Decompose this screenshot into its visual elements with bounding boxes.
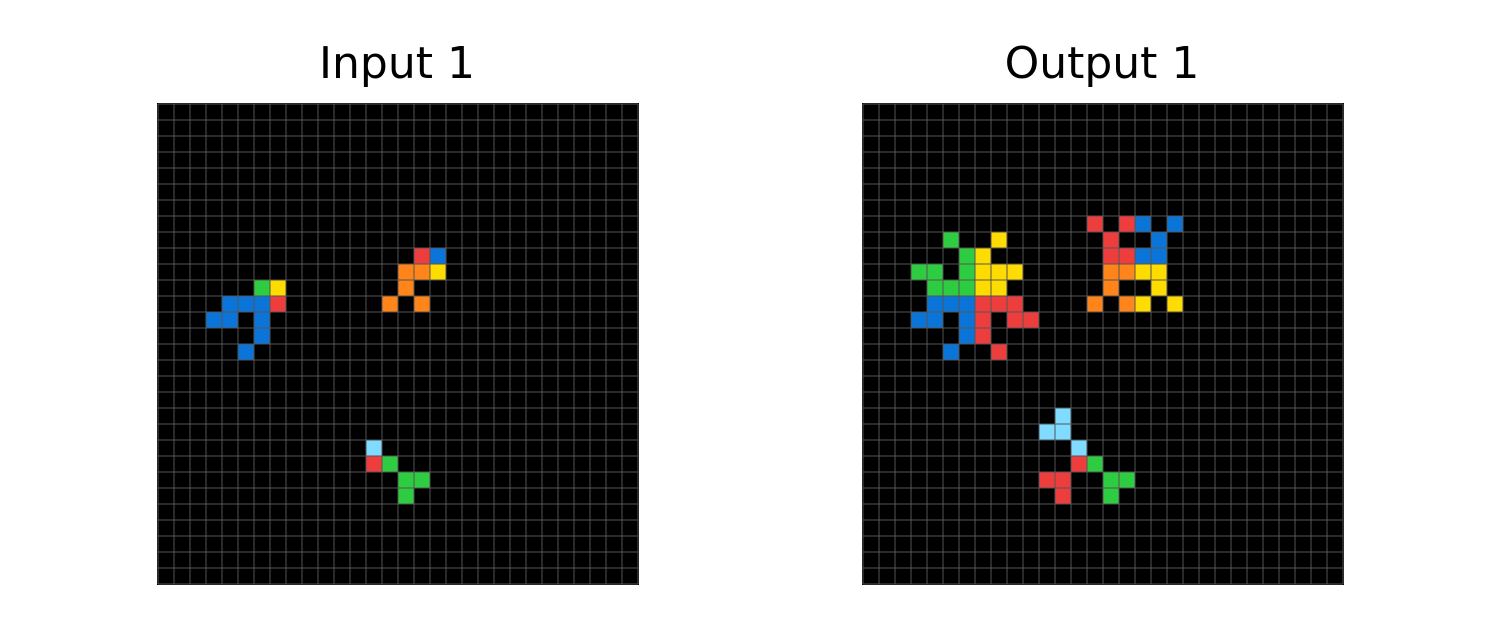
output-cell-green: [959, 280, 975, 296]
input-cell-blue: [222, 296, 238, 312]
input-cell-red: [270, 296, 286, 312]
output-cell-yellow: [975, 264, 991, 280]
output-cell-lightblue: [1071, 440, 1087, 456]
output-cell-red: [1103, 248, 1119, 264]
output-cell-blue: [911, 312, 927, 328]
output-cell-red: [1119, 248, 1135, 264]
output-cell-blue: [959, 328, 975, 344]
output-cell-yellow: [1007, 264, 1023, 280]
output-cell-red: [975, 296, 991, 312]
input-cell-blue: [430, 248, 446, 264]
output-cell-lightblue: [1055, 408, 1071, 424]
output-cell-lightblue: [1055, 424, 1071, 440]
output-cell-yellow: [1151, 264, 1167, 280]
output-cell-blue: [959, 296, 975, 312]
input-cell-green: [398, 472, 414, 488]
output-cell-red: [1007, 312, 1023, 328]
output-cell-red: [1039, 472, 1055, 488]
output-cell-red: [1023, 312, 1039, 328]
input-cell-orange: [414, 264, 430, 280]
output-cell-red: [1119, 216, 1135, 232]
output-cell-red: [1071, 456, 1087, 472]
output-cell-yellow: [991, 232, 1007, 248]
output-cell-yellow: [975, 280, 991, 296]
output-cell-orange: [1103, 264, 1119, 280]
output-cell-green: [1103, 488, 1119, 504]
output-cell-blue: [943, 344, 959, 360]
output-cell-orange: [1119, 296, 1135, 312]
output-cell-green: [1103, 472, 1119, 488]
input-panel-title: Input 1: [319, 38, 475, 89]
output-cell-blue: [927, 296, 943, 312]
output-panel-title: Output 1: [1004, 38, 1200, 89]
input-cell-orange: [414, 296, 430, 312]
input-cell-blue: [206, 312, 222, 328]
output-cell-blue: [1151, 248, 1167, 264]
input-cell-blue: [254, 296, 270, 312]
output-cell-orange: [1087, 296, 1103, 312]
input-cell-yellow: [270, 280, 286, 296]
output-cell-blue: [1167, 216, 1183, 232]
input-cell-orange: [382, 296, 398, 312]
input-cell-red: [366, 456, 382, 472]
output-cell-blue: [1135, 248, 1151, 264]
output-cell-blue: [959, 312, 975, 328]
input-cell-blue: [254, 312, 270, 328]
input-cell-green: [382, 456, 398, 472]
output-cell-green: [943, 280, 959, 296]
output-cell-blue: [927, 312, 943, 328]
output-cell-orange: [1103, 280, 1119, 296]
input-cell-yellow: [430, 264, 446, 280]
input-cell-green: [398, 488, 414, 504]
input-cell-blue: [222, 312, 238, 328]
input-cell-blue: [238, 344, 254, 360]
output-cell-blue: [943, 296, 959, 312]
input-grid: [157, 103, 639, 585]
output-cell-green: [959, 264, 975, 280]
input-cell-blue: [254, 328, 270, 344]
output-cell-yellow: [1151, 280, 1167, 296]
output-cell-green: [927, 280, 943, 296]
output-cell-red: [1103, 232, 1119, 248]
output-cell-green: [959, 248, 975, 264]
output-cell-yellow: [991, 280, 1007, 296]
output-cell-green: [1119, 472, 1135, 488]
output-cell-red: [1087, 216, 1103, 232]
output-cell-yellow: [975, 248, 991, 264]
output-cell-orange: [1119, 264, 1135, 280]
output-cell-red: [975, 312, 991, 328]
input-cell-orange: [398, 264, 414, 280]
output-cell-blue: [1151, 232, 1167, 248]
output-grid: [862, 103, 1344, 585]
output-cell-blue: [1135, 216, 1151, 232]
output-cell-green: [911, 264, 927, 280]
output-cell-yellow: [1135, 296, 1151, 312]
input-cell-green: [414, 472, 430, 488]
output-cell-green: [927, 264, 943, 280]
output-cell-green: [943, 232, 959, 248]
input-cell-orange: [398, 280, 414, 296]
output-cell-red: [1055, 472, 1071, 488]
input-cell-lightblue: [366, 440, 382, 456]
output-cell-green: [1087, 456, 1103, 472]
output-cell-yellow: [1135, 264, 1151, 280]
output-cell-yellow: [1167, 296, 1183, 312]
input-cell-red: [414, 248, 430, 264]
input-cell-green: [254, 280, 270, 296]
output-cell-red: [991, 296, 1007, 312]
output-cell-yellow: [991, 264, 1007, 280]
output-cell-red: [975, 328, 991, 344]
output-cell-red: [1055, 488, 1071, 504]
output-cell-red: [1007, 296, 1023, 312]
output-cell-lightblue: [1039, 424, 1055, 440]
input-cell-blue: [238, 296, 254, 312]
output-cell-red: [991, 344, 1007, 360]
